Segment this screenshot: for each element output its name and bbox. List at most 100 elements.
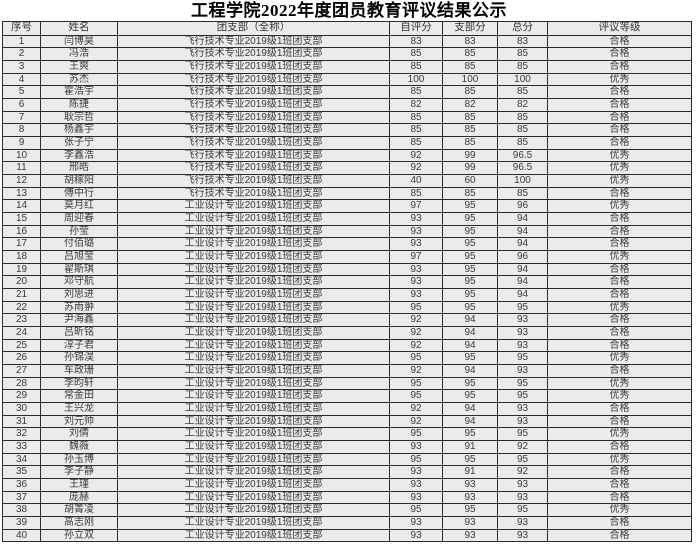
branch-score-cell: 85 (442, 123, 498, 137)
grade-cell: 合格 (547, 135, 692, 150)
self-score-cell: 93 (389, 211, 443, 226)
branch-score-cell: 85 (442, 85, 498, 99)
table-row: 25 淳子君 工业设计专业2019级1班团支部 92 94 93 合格 (2, 338, 692, 353)
self-score-cell: 85 (389, 110, 443, 125)
grade-cell: 优秀 (547, 503, 692, 518)
table-row: 26 孙锦淏 工业设计专业2019级1班团支部 95 95 95 优秀 (2, 351, 692, 365)
branch-score-cell: 95 (442, 287, 498, 302)
col-header-grade: 评议等级 (547, 21, 692, 36)
self-score-cell: 92 (389, 363, 443, 378)
total-score-cell: 93 (497, 414, 548, 429)
total-score-cell: 93 (497, 490, 548, 505)
grade-cell: 合格 (547, 478, 692, 492)
serial-cell: 20 (2, 275, 41, 289)
table-row: 4 苏杰 飞行技术专业2019级1班团支部 100 100 100 优秀 (2, 72, 692, 87)
serial-cell: 1 (2, 34, 41, 49)
branch-cell: 工业设计专业2019级1班团支部 (117, 465, 390, 480)
serial-cell: 3 (2, 59, 41, 74)
serial-cell: 16 (2, 224, 41, 239)
total-score-cell: 85 (497, 123, 548, 137)
total-score-cell: 96.5 (497, 148, 548, 163)
branch-cell: 飞行技术专业2019级1班团支部 (117, 135, 390, 150)
branch-cell: 工业设计专业2019级1班团支部 (117, 338, 390, 353)
serial-cell: 24 (2, 325, 41, 340)
branch-score-cell: 95 (442, 262, 498, 277)
self-score-cell: 95 (389, 427, 443, 441)
self-score-cell: 95 (389, 503, 443, 518)
branch-cell: 工业设计专业2019级1班团支部 (117, 478, 390, 492)
name-cell: 王瑾 (40, 478, 118, 492)
total-score-cell: 94 (497, 275, 548, 289)
table-row: 7 耿宗哲 飞行技术专业2019级1班团支部 85 85 85 合格 (2, 110, 692, 125)
grade-cell: 合格 (547, 85, 692, 99)
table-row: 9 张子宁 飞行技术专业2019级1班团支部 85 85 85 合格 (2, 135, 692, 150)
col-header-serial: 序号 (2, 21, 41, 36)
total-score-cell: 93 (497, 325, 548, 340)
col-header-branch: 团支部（全称） (117, 21, 390, 36)
name-cell: 王兴龙 (40, 401, 118, 416)
name-cell: 庞赫 (40, 490, 118, 505)
grade-cell: 优秀 (547, 427, 692, 441)
table-row: 21 刘思进 工业设计专业2019级1班团支部 93 95 94 合格 (2, 287, 692, 302)
name-cell: 张子宁 (40, 135, 118, 150)
table-header-row: 序号 姓名 团支部（全称） 自评分 支部分 总分 评议等级 (2, 21, 692, 36)
branch-score-cell: 99 (442, 148, 498, 163)
grade-cell: 优秀 (547, 199, 692, 213)
branch-cell: 工业设计专业2019级1班团支部 (117, 300, 390, 315)
branch-score-cell: 95 (442, 389, 498, 403)
evaluation-results-table: 序号 姓名 团支部（全称） 自评分 支部分 总分 评议等级 1 闫博昊 飞行技术… (2, 21, 692, 543)
col-header-branch-score: 支部分 (442, 21, 498, 36)
branch-cell: 飞行技术专业2019级1班团支部 (117, 173, 390, 188)
branch-cell: 工业设计专业2019级1班团支部 (117, 389, 390, 403)
serial-cell: 37 (2, 490, 41, 505)
total-score-cell: 95 (497, 351, 548, 365)
self-score-cell: 95 (389, 300, 443, 315)
serial-cell: 13 (2, 186, 41, 201)
grade-cell: 合格 (547, 490, 692, 505)
table-row: 35 李子静 工业设计专业2019级1班团支部 93 91 92 合格 (2, 465, 692, 480)
table-row: 11 邢皓 飞行技术专业2019级1班团支部 92 99 96.5 优秀 (2, 161, 692, 175)
total-score-cell: 96 (497, 249, 548, 264)
grade-cell: 合格 (547, 262, 692, 277)
table-row: 13 傅中行 飞行技术专业2019级1班团支部 85 85 85 合格 (2, 186, 692, 201)
name-cell: 胡稼阳 (40, 173, 118, 188)
self-score-cell: 85 (389, 47, 443, 61)
self-score-cell: 95 (389, 452, 443, 467)
branch-score-cell: 93 (442, 478, 498, 492)
self-score-cell: 93 (389, 262, 443, 277)
branch-score-cell: 95 (442, 275, 498, 289)
grade-cell: 优秀 (547, 452, 692, 467)
branch-cell: 工业设计专业2019级1班团支部 (117, 414, 390, 429)
self-score-cell: 92 (389, 338, 443, 353)
serial-cell: 10 (2, 148, 41, 163)
branch-cell: 工业设计专业2019级1班团支部 (117, 490, 390, 505)
name-cell: 刘元帅 (40, 414, 118, 429)
serial-cell: 25 (2, 338, 41, 353)
total-score-cell: 95 (497, 376, 548, 391)
self-score-cell: 92 (389, 325, 443, 340)
self-score-cell: 95 (389, 351, 443, 365)
grade-cell: 合格 (547, 59, 692, 74)
total-score-cell: 85 (497, 59, 548, 74)
branch-score-cell: 94 (442, 338, 498, 353)
branch-score-cell: 95 (442, 376, 498, 391)
name-cell: 苏雨翀 (40, 300, 118, 315)
branch-cell: 工业设计专业2019级1班团支部 (117, 275, 390, 289)
branch-score-cell: 95 (442, 237, 498, 251)
branch-cell: 飞行技术专业2019级1班团支部 (117, 161, 390, 175)
grade-cell: 优秀 (547, 376, 692, 391)
table-row: 12 胡稼阳 飞行技术专业2019级1班团支部 40 60 100 优秀 (2, 173, 692, 188)
total-score-cell: 85 (497, 110, 548, 125)
total-score-cell: 100 (497, 173, 548, 188)
branch-score-cell: 95 (442, 351, 498, 365)
branch-score-cell: 93 (442, 528, 498, 543)
total-score-cell: 85 (497, 186, 548, 201)
serial-cell: 9 (2, 135, 41, 150)
branch-cell: 飞行技术专业2019级1班团支部 (117, 110, 390, 125)
self-score-cell: 93 (389, 465, 443, 480)
serial-cell: 36 (2, 478, 41, 492)
branch-score-cell: 82 (442, 97, 498, 112)
branch-cell: 飞行技术专业2019级1班团支部 (117, 97, 390, 112)
grade-cell: 合格 (547, 287, 692, 302)
self-score-cell: 100 (389, 72, 443, 87)
